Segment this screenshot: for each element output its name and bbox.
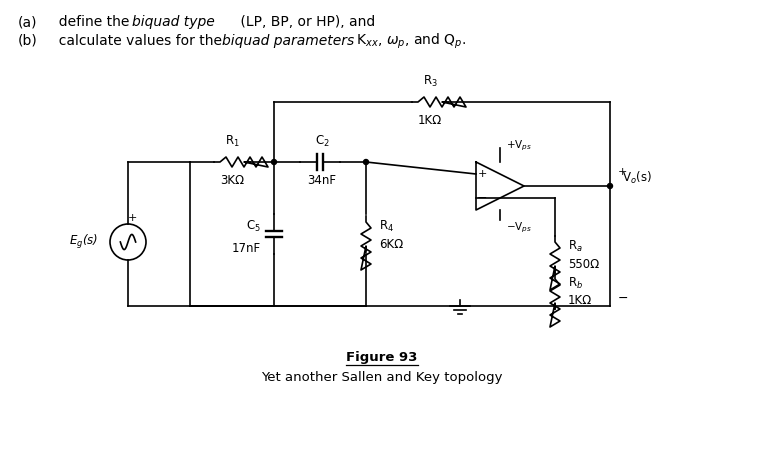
- Text: 3KΩ: 3KΩ: [220, 174, 244, 187]
- Text: R$_a$: R$_a$: [568, 238, 583, 253]
- Text: C$_2$: C$_2$: [315, 134, 329, 149]
- Text: E$_g$(s): E$_g$(s): [69, 233, 98, 251]
- Text: +: +: [128, 213, 137, 223]
- Text: R$_1$: R$_1$: [225, 134, 239, 149]
- Text: −: −: [618, 291, 629, 305]
- Text: (a): (a): [18, 15, 37, 29]
- Text: define the: define the: [50, 15, 134, 29]
- Text: (LP, BP, or HP), and: (LP, BP, or HP), and: [236, 15, 375, 29]
- Text: C$_5$: C$_5$: [246, 218, 261, 233]
- Text: 1KΩ: 1KΩ: [418, 114, 442, 127]
- Text: −V$_{ps}$: −V$_{ps}$: [506, 221, 533, 235]
- Text: calculate values for the: calculate values for the: [50, 34, 226, 48]
- Text: 17nF: 17nF: [232, 242, 261, 255]
- Text: +V$_{ps}$: +V$_{ps}$: [506, 139, 533, 153]
- Circle shape: [607, 183, 613, 188]
- Text: +: +: [618, 167, 627, 177]
- Text: Figure 93: Figure 93: [346, 351, 418, 365]
- Text: 6KΩ: 6KΩ: [379, 237, 403, 251]
- Text: biquad type: biquad type: [132, 15, 215, 29]
- Text: R$_4$: R$_4$: [379, 218, 394, 233]
- Text: 1KΩ: 1KΩ: [568, 295, 592, 307]
- Text: −: −: [477, 192, 487, 204]
- Circle shape: [364, 159, 368, 164]
- Text: 34nF: 34nF: [307, 174, 336, 187]
- Text: V$_o$(s): V$_o$(s): [622, 170, 652, 186]
- Text: K$_{xx}$, $\omega_p$, and Q$_p$.: K$_{xx}$, $\omega_p$, and Q$_p$.: [352, 31, 466, 51]
- Text: +: +: [478, 169, 487, 179]
- Circle shape: [271, 159, 277, 164]
- Text: R$_3$: R$_3$: [422, 74, 438, 89]
- Text: Yet another Sallen and Key topology: Yet another Sallen and Key topology: [261, 371, 503, 385]
- Text: (b): (b): [18, 34, 37, 48]
- Text: R$_b$: R$_b$: [568, 276, 583, 291]
- Text: 550Ω: 550Ω: [568, 257, 599, 271]
- Text: biquad parameters: biquad parameters: [222, 34, 354, 48]
